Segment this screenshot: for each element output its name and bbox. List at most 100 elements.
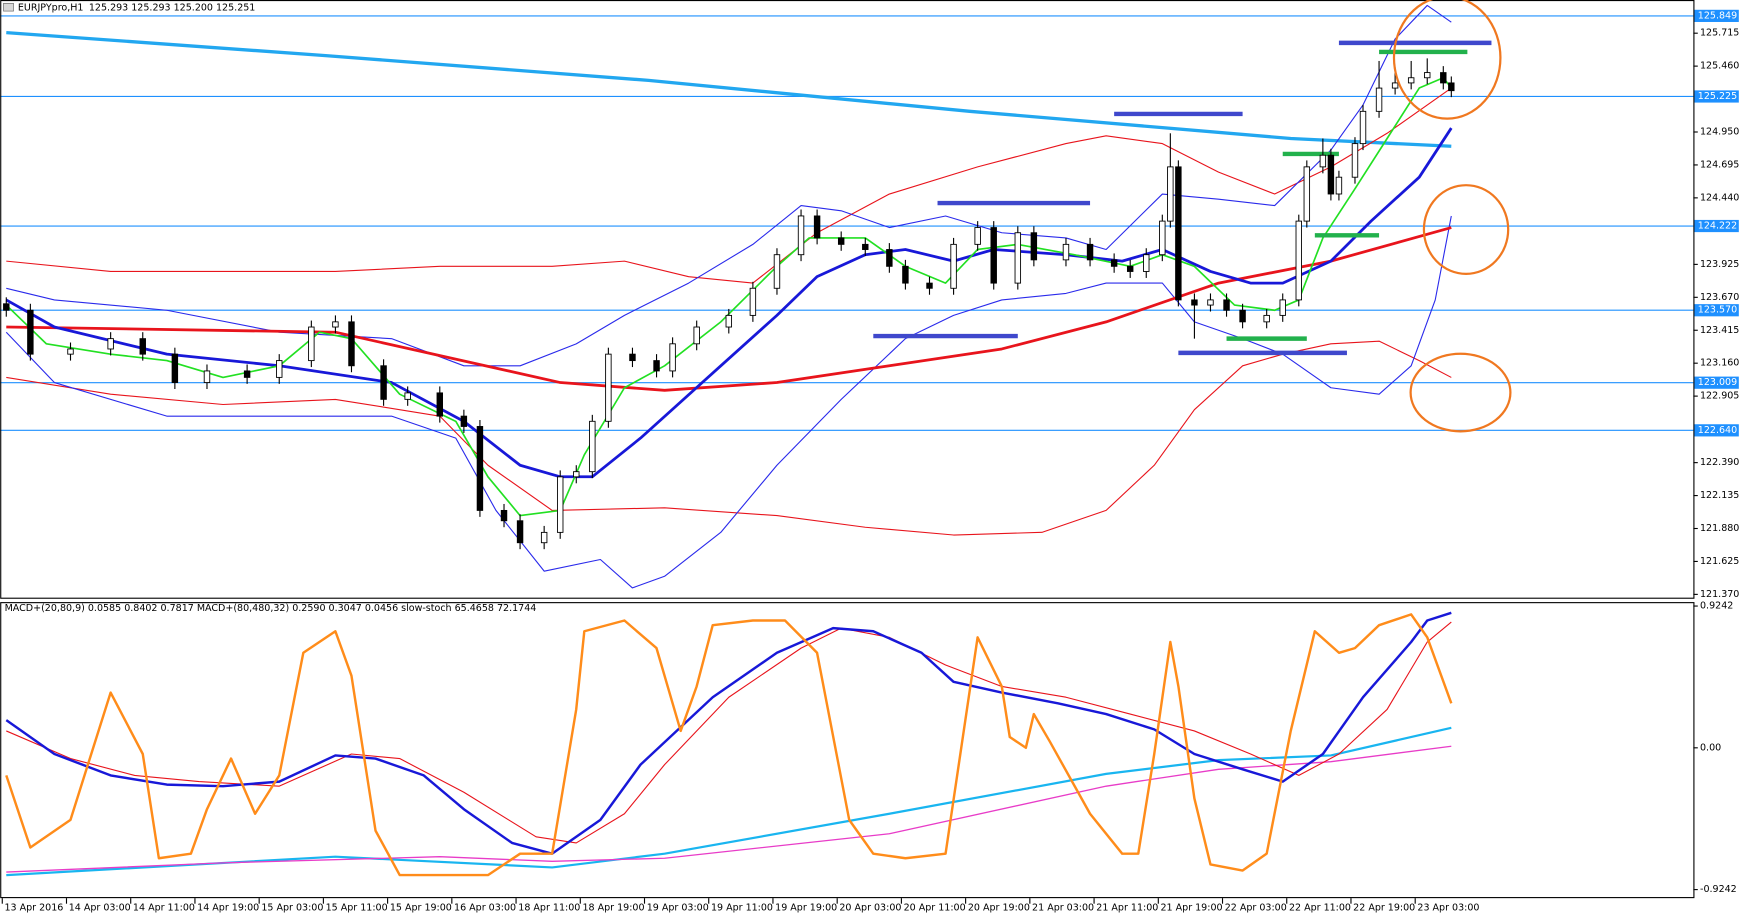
indicator-line: [6, 340, 1452, 536]
highlight-circle: [1392, 0, 1502, 120]
candle-body: [1295, 220, 1302, 301]
candle-body: [1424, 72, 1431, 79]
candle-body: [1223, 299, 1230, 311]
y-tick-label: 125.460: [1700, 61, 1739, 72]
x-tick-label: 15 Apr 11:00: [326, 903, 388, 914]
y-tick-label: 0.9242: [1700, 601, 1733, 612]
chart-title: EURJPYpro,H1: [18, 2, 84, 13]
level-label: 124.222: [1698, 221, 1737, 232]
candle-body: [1407, 77, 1415, 84]
x-tick-label: 22 Apr 03:00: [1225, 903, 1287, 914]
candle-body: [1263, 314, 1270, 323]
level-label-box: [1694, 90, 1739, 103]
x-tick-label: 19 Apr 19:00: [775, 903, 837, 914]
x-tick-label: 23 Apr 03:00: [1417, 903, 1479, 914]
candle-body: [1030, 232, 1038, 261]
level-label: 125.225: [1698, 91, 1737, 102]
x-tick-label: 21 Apr 11:00: [1096, 903, 1158, 914]
candle-body: [1207, 299, 1214, 306]
candle-body: [404, 392, 411, 400]
y-tick-label: 121.370: [1700, 589, 1739, 600]
candle-body: [1391, 82, 1399, 89]
candle-body: [629, 353, 636, 362]
candle-body: [902, 265, 909, 284]
candle-body: [332, 321, 339, 328]
x-tick-label: 19 Apr 03:00: [647, 903, 709, 914]
level-label: 123.570: [1698, 305, 1737, 316]
y-tick-label: 123.925: [1700, 259, 1739, 270]
candle-body: [1191, 299, 1198, 306]
candle-body: [837, 237, 845, 245]
candle-body: [669, 343, 676, 372]
y-tick-label: 121.625: [1700, 556, 1739, 567]
y-tick-label: 123.670: [1700, 292, 1739, 303]
candle-body: [556, 476, 564, 533]
x-tick-label: 15 Apr 03:00: [261, 903, 323, 914]
x-tick-label: 15 Apr 19:00: [390, 903, 452, 914]
indicator-line: [6, 30, 1452, 148]
price-frame: [0, 0, 1695, 599]
candle-body: [243, 370, 251, 378]
y-tick-label: 124.695: [1700, 159, 1739, 170]
y-tick-label: 0.00: [1700, 742, 1721, 753]
x-tick-label: 21 Apr 03:00: [1032, 903, 1094, 914]
candle-body: [460, 415, 468, 427]
candle-body: [67, 348, 74, 355]
window-icon: [3, 2, 14, 12]
candle-body: [500, 509, 508, 522]
y-tick-label: -0.9242: [1700, 884, 1737, 895]
candle-body: [1319, 154, 1327, 168]
candle-body: [1375, 87, 1383, 112]
y-tick-label: 124.950: [1700, 126, 1739, 137]
candle-body: [725, 314, 733, 328]
candle-body: [1167, 166, 1174, 222]
level-label: 123.009: [1698, 377, 1737, 388]
x-tick-label: 18 Apr 11:00: [518, 903, 580, 914]
y-tick-label: 122.135: [1700, 490, 1739, 501]
x-tick-label: 20 Apr 11:00: [904, 903, 966, 914]
candle-body: [380, 365, 387, 400]
y-tick-label: 124.440: [1700, 192, 1739, 203]
y-tick-label: 122.905: [1700, 391, 1739, 402]
x-tick-label: 14 Apr 03:00: [69, 903, 131, 914]
candle-body: [605, 353, 612, 422]
x-tick-label: 14 Apr 11:00: [133, 903, 195, 914]
candle-body: [1086, 243, 1094, 261]
candle-body: [773, 254, 781, 289]
y-tick-label: 125.715: [1700, 28, 1739, 39]
candle-body: [1239, 309, 1246, 323]
candle-body: [1440, 72, 1447, 84]
candle-body: [573, 471, 580, 478]
level-label-box: [1694, 219, 1739, 233]
candle-body: [516, 520, 524, 544]
x-tick-label: 22 Apr 19:00: [1353, 903, 1415, 914]
x-tick-label: 14 Apr 19:00: [197, 903, 259, 914]
level-label-box: [1694, 304, 1739, 317]
candle-body: [348, 321, 355, 367]
x-tick-label: 20 Apr 19:00: [968, 903, 1030, 914]
candle-body: [107, 338, 114, 350]
indicator-line: [6, 226, 1452, 392]
candle-body: [1359, 110, 1367, 145]
candle-body: [1062, 243, 1070, 261]
x-tick-label: 22 Apr 11:00: [1289, 903, 1351, 914]
candle-body: [139, 338, 146, 355]
candle-body: [1279, 299, 1286, 316]
candle-body: [1303, 166, 1311, 222]
candle-body: [1448, 82, 1455, 92]
candle-body: [540, 531, 548, 544]
candle-body: [926, 282, 933, 289]
indicator-line: [6, 726, 1452, 877]
candle-body: [1110, 259, 1118, 267]
x-tick-label: 13 Apr 2016: [4, 903, 63, 914]
x-tick-label: 20 Apr 03:00: [839, 903, 901, 914]
level-label-box: [1694, 424, 1739, 437]
candle-body: [436, 392, 444, 417]
indicator-frame: [0, 602, 1695, 899]
candle-body: [1014, 232, 1022, 284]
candle-body: [1351, 143, 1359, 178]
candle-body: [171, 353, 179, 384]
